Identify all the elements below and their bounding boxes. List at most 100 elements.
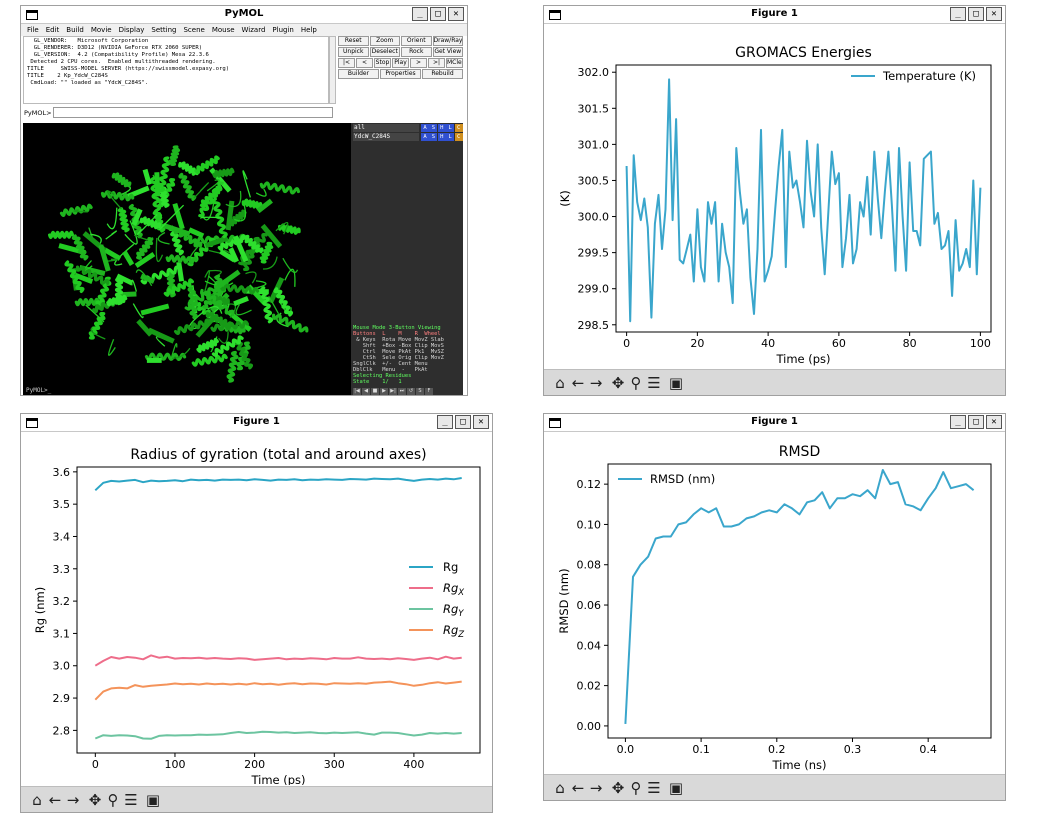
object-action-a[interactable]: A	[421, 124, 429, 132]
object-action-c[interactable]: C	[454, 133, 463, 141]
figure-titlebar[interactable]: Figure 1 _ □ ✕	[21, 414, 492, 432]
home-icon[interactable]: ⌂	[555, 779, 565, 797]
object-name[interactable]: YdcW_C284S	[353, 133, 419, 141]
close-button[interactable]: ✕	[473, 415, 489, 429]
btn--[interactable]: >|	[428, 58, 445, 68]
figure-titlebar[interactable]: Figure 1 _ □ ✕	[544, 414, 1005, 432]
btn-zoom[interactable]: Zoom	[369, 36, 400, 46]
menu-build[interactable]: Build	[66, 26, 84, 34]
movie-control-icon[interactable]: ▶	[380, 388, 388, 395]
movie-control-icon[interactable]: F	[425, 388, 433, 395]
movie-control-icon[interactable]: S	[416, 388, 424, 395]
close-button[interactable]: ✕	[986, 7, 1002, 21]
btn-builder[interactable]: Builder	[338, 69, 379, 79]
sheet-strand	[209, 167, 232, 193]
object-action-s[interactable]: S	[429, 124, 438, 132]
pan-icon[interactable]: ✥	[611, 374, 625, 392]
minimize-button[interactable]: _	[437, 415, 453, 429]
menu-wizard[interactable]: Wizard	[241, 26, 266, 34]
movie-control-icon[interactable]: ■	[371, 388, 379, 395]
home-icon[interactable]: ⌂	[555, 374, 565, 392]
movie-control-icon[interactable]: ⏭	[398, 388, 406, 395]
configure-icon[interactable]: ☰	[124, 791, 138, 809]
forward-icon[interactable]: →	[589, 374, 603, 392]
menu-setting[interactable]: Setting	[151, 26, 177, 34]
save-icon[interactable]: ▣	[668, 374, 684, 392]
btn-rebuild[interactable]: Rebuild	[422, 69, 463, 79]
btn-play[interactable]: Play	[392, 58, 409, 68]
object-row[interactable]: YdcW_C284S A S H L C	[351, 133, 463, 141]
btn-properties[interactable]: Properties	[380, 69, 421, 79]
forward-icon[interactable]: →	[589, 779, 603, 797]
rg-chart: Radius of gyration (total and around axe…	[33, 447, 481, 787]
btn--[interactable]: >	[410, 58, 427, 68]
minimize-button[interactable]: _	[950, 415, 966, 429]
menu-file[interactable]: File	[27, 26, 39, 34]
molecule-viewer[interactable]: PyMOL>_	[23, 123, 351, 395]
maximize-button[interactable]: □	[968, 415, 984, 429]
menu-edit[interactable]: Edit	[45, 26, 60, 34]
back-icon[interactable]: ←	[571, 374, 585, 392]
object-action-l[interactable]: L	[446, 124, 455, 132]
movie-control-icon[interactable]: ▶|	[389, 388, 397, 395]
zoom-icon[interactable]: ⚲	[107, 791, 119, 809]
object-action-h[interactable]: H	[437, 124, 446, 132]
x-tick-label: 20	[690, 337, 704, 350]
movie-control-icon[interactable]: ↺	[407, 388, 415, 395]
minimize-button[interactable]: _	[412, 7, 428, 21]
close-button[interactable]: ✕	[986, 415, 1002, 429]
forward-icon[interactable]: →	[66, 791, 80, 809]
output-console[interactable]: GL_VENDOR: Microsoft Corporation GL_REND…	[23, 36, 329, 104]
figure-titlebar[interactable]: Figure 1 _ □ ✕	[544, 6, 1005, 24]
btn-orient[interactable]: Orient	[401, 36, 432, 46]
pan-icon[interactable]: ✥	[611, 779, 625, 797]
menu-scene[interactable]: Scene	[183, 26, 205, 34]
back-icon[interactable]: ←	[571, 779, 585, 797]
btn-stop[interactable]: Stop	[374, 58, 391, 68]
save-icon[interactable]: ▣	[668, 779, 684, 797]
object-name[interactable]: all	[353, 124, 419, 132]
maximize-button[interactable]: □	[430, 7, 446, 21]
btn-rock[interactable]: Rock	[401, 47, 432, 57]
object-row[interactable]: all A S H L C	[351, 124, 463, 132]
menu-help[interactable]: Help	[300, 26, 317, 34]
home-icon[interactable]: ⌂	[32, 791, 42, 809]
sheet-strand	[131, 208, 143, 226]
console-scrollbar[interactable]	[329, 36, 336, 104]
zoom-icon[interactable]: ⚲	[630, 374, 642, 392]
configure-icon[interactable]: ☰	[647, 779, 661, 797]
back-icon[interactable]: ←	[48, 791, 62, 809]
object-action-h[interactable]: H	[437, 133, 446, 141]
y-tick-label: 0.10	[577, 518, 602, 531]
close-button[interactable]: ✕	[448, 7, 464, 21]
menu-display[interactable]: Display	[118, 26, 145, 34]
minimize-button[interactable]: _	[950, 7, 966, 21]
btn-get-view[interactable]: Get View	[432, 47, 463, 57]
btn-reset[interactable]: Reset	[338, 36, 369, 46]
object-action-c[interactable]: C	[454, 124, 463, 132]
menu-mouse[interactable]: Mouse	[211, 26, 235, 34]
btn-mclear[interactable]: MClear	[446, 58, 463, 68]
btn-unpick[interactable]: Unpick	[338, 47, 369, 57]
maximize-button[interactable]: □	[968, 7, 984, 21]
btn-draw-ray-[interactable]: Draw/Ray ▾	[432, 36, 463, 46]
command-input[interactable]	[53, 107, 333, 118]
save-icon[interactable]: ▣	[145, 791, 161, 809]
y-axis-label: (K)	[558, 190, 572, 207]
energy-chart: GROMACS Energies 0 20 40 60 80 100 298.5 299.0 29…	[558, 45, 992, 366]
object-action-a[interactable]: A	[421, 133, 429, 141]
movie-control-icon[interactable]: |◀	[353, 388, 361, 395]
btn-deselect[interactable]: Deselect	[369, 47, 400, 57]
menu-plugin[interactable]: Plugin	[272, 26, 294, 34]
movie-control-icon[interactable]: ◀	[362, 388, 370, 395]
menu-movie[interactable]: Movie	[90, 26, 112, 34]
pan-icon[interactable]: ✥	[88, 791, 102, 809]
maximize-button[interactable]: □	[455, 415, 471, 429]
zoom-icon[interactable]: ⚲	[630, 779, 642, 797]
object-action-l[interactable]: L	[446, 133, 455, 141]
object-action-s[interactable]: S	[429, 133, 438, 141]
configure-icon[interactable]: ☰	[647, 374, 661, 392]
pymol-titlebar[interactable]: PyMOL _ □ ✕	[21, 6, 467, 24]
btn--[interactable]: |<	[338, 58, 355, 68]
btn--[interactable]: <	[356, 58, 373, 68]
